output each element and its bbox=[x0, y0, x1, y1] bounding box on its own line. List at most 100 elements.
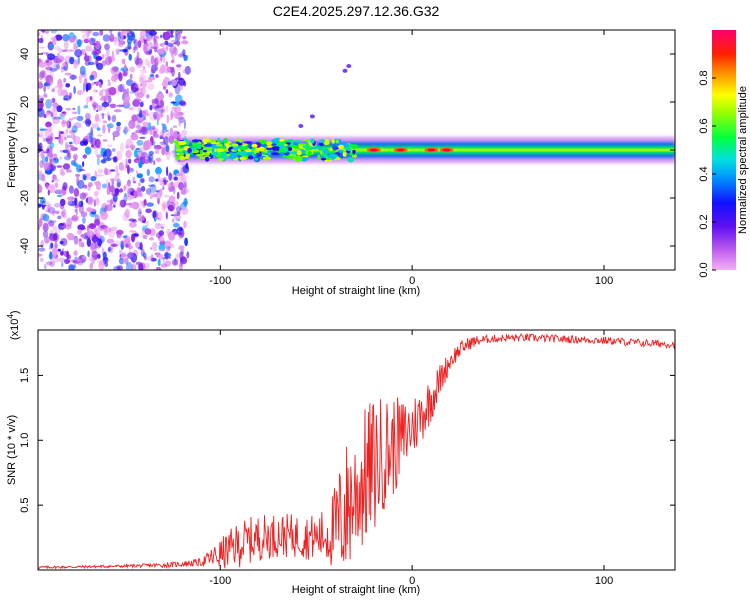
band-blob bbox=[192, 139, 200, 143]
noise-speckle bbox=[135, 129, 142, 134]
noise-speckle bbox=[134, 56, 140, 65]
noise-speckle bbox=[39, 46, 45, 49]
noise-speckle bbox=[180, 188, 187, 195]
noise-speckle bbox=[136, 150, 143, 153]
noise-speckle bbox=[40, 257, 44, 262]
stray-speckle bbox=[309, 114, 315, 119]
band-blob bbox=[229, 153, 238, 159]
noise-speckle bbox=[148, 157, 153, 161]
noise-speckle bbox=[68, 149, 72, 152]
noise-speckle bbox=[127, 30, 131, 34]
noise-speckle bbox=[74, 49, 83, 58]
noise-speckle bbox=[159, 42, 165, 47]
noise-speckle bbox=[68, 145, 74, 148]
noise-speckle bbox=[158, 253, 164, 260]
noise-speckle bbox=[73, 86, 76, 95]
noise-speckle bbox=[54, 58, 62, 64]
noise-speckle bbox=[101, 183, 108, 189]
noise-speckle bbox=[183, 120, 186, 130]
noise-speckle bbox=[70, 131, 75, 140]
noise-speckle bbox=[41, 69, 47, 79]
noise-speckle bbox=[45, 112, 50, 117]
noise-speckle bbox=[172, 125, 178, 129]
noise-speckle bbox=[167, 184, 172, 188]
noise-speckle bbox=[46, 204, 51, 213]
noise-speckle bbox=[186, 251, 190, 259]
noise-speckle bbox=[170, 30, 173, 39]
band-blob bbox=[279, 152, 284, 157]
noise-speckle bbox=[74, 204, 80, 209]
band-blob bbox=[348, 144, 354, 148]
noise-speckle bbox=[108, 86, 117, 96]
noise-speckle bbox=[88, 256, 96, 262]
noise-speckle bbox=[139, 69, 147, 74]
band-hotspot-core bbox=[427, 148, 436, 152]
noise-speckle bbox=[158, 113, 164, 118]
noise-speckle bbox=[53, 102, 56, 113]
noise-speckle bbox=[48, 203, 52, 209]
noise-speckle bbox=[97, 168, 103, 174]
noise-speckle bbox=[112, 156, 118, 163]
noise-speckle bbox=[105, 157, 112, 162]
noise-speckle bbox=[47, 189, 50, 196]
band-blob bbox=[218, 151, 227, 154]
noise-speckle bbox=[95, 56, 103, 61]
stray-speckle bbox=[346, 64, 352, 68]
noise-speckle bbox=[45, 261, 53, 266]
noise-speckle bbox=[125, 182, 130, 187]
noise-speckle bbox=[47, 85, 51, 90]
noise-speckle bbox=[177, 231, 183, 236]
noise-speckle bbox=[126, 252, 135, 260]
noise-speckle bbox=[59, 241, 64, 245]
noise-speckle bbox=[39, 70, 46, 79]
noise-speckle bbox=[178, 84, 184, 91]
noise-speckle bbox=[38, 32, 41, 37]
noise-speckle bbox=[120, 142, 124, 153]
noise-speckle bbox=[109, 169, 116, 172]
noise-speckle bbox=[136, 139, 144, 146]
noise-speckle bbox=[135, 159, 141, 163]
noise-speckle bbox=[128, 119, 136, 129]
noise-speckle bbox=[173, 185, 176, 195]
band-blob bbox=[352, 149, 356, 155]
noise-speckle bbox=[129, 144, 136, 150]
noise-speckle bbox=[178, 182, 185, 191]
noise-speckle bbox=[75, 173, 80, 177]
noise-speckle bbox=[183, 181, 187, 190]
noise-speckle bbox=[104, 262, 109, 267]
noise-speckle bbox=[126, 164, 130, 175]
noise-speckle bbox=[160, 64, 166, 74]
noise-speckle bbox=[87, 32, 90, 42]
noise-speckle bbox=[45, 66, 53, 71]
noise-speckle bbox=[50, 59, 57, 68]
noise-speckle bbox=[162, 47, 166, 50]
colorbar: 0.0 0.2 0.4 0.6 0.8 Normalized spectral ampl… bbox=[698, 30, 749, 278]
noise-speckle bbox=[184, 65, 191, 75]
band-blob bbox=[302, 145, 308, 149]
noise-speckle bbox=[168, 152, 172, 155]
noise-speckle bbox=[144, 139, 152, 150]
noise-speckle bbox=[137, 40, 142, 48]
noise-speckle bbox=[115, 48, 120, 55]
noise-speckle bbox=[107, 115, 111, 121]
noise-speckle bbox=[66, 119, 70, 128]
noise-speckle bbox=[87, 196, 94, 206]
noise-speckle bbox=[164, 252, 172, 258]
band-blob bbox=[203, 150, 207, 153]
noise-speckle bbox=[98, 83, 103, 88]
noise-speckle bbox=[73, 136, 81, 145]
noise-speckle bbox=[59, 223, 65, 226]
noise-speckle bbox=[65, 107, 72, 111]
noise-speckle bbox=[114, 188, 120, 195]
noise-speckle bbox=[75, 208, 79, 216]
noise-speckle bbox=[127, 252, 134, 259]
noise-speckle bbox=[63, 40, 69, 50]
spectrogram-panel: -100 0 100 -40 -20 0 20 40 Height of straight … bbox=[6, 29, 676, 297]
band-blob bbox=[265, 141, 273, 146]
stray-speckle bbox=[298, 124, 304, 128]
band-blob bbox=[307, 150, 313, 157]
noise-speckle bbox=[142, 158, 150, 164]
noise-speckle bbox=[42, 214, 50, 222]
noise-speckle bbox=[87, 61, 95, 66]
noise-speckle bbox=[96, 174, 104, 177]
